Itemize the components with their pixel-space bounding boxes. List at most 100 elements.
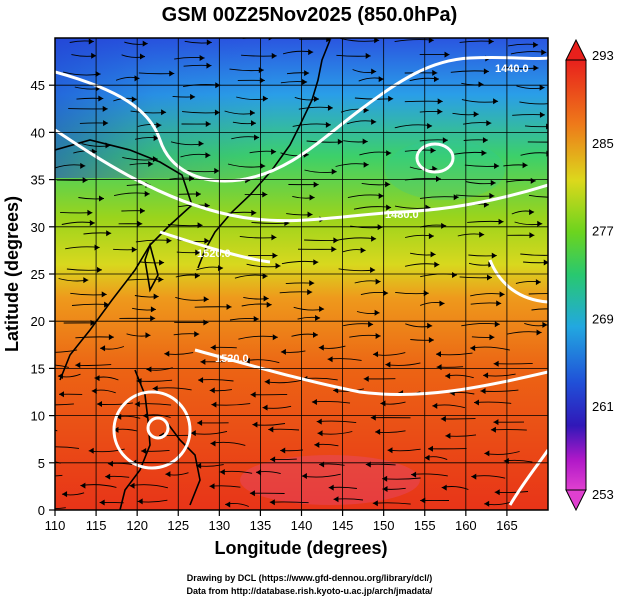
streamline-arrow: [164, 350, 170, 357]
streamline-arrow: [331, 246, 337, 253]
streamline: [528, 194, 548, 198]
streamline-arrow: [470, 345, 476, 352]
streamline-arrow: [370, 266, 376, 273]
streamline-arrow: [428, 38, 434, 44]
streamline-arrow: [473, 111, 479, 118]
streamline-arrow: [98, 95, 104, 102]
streamline-arrow: [337, 138, 343, 145]
streamline-arrow: [441, 222, 447, 229]
streamline-arrow: [445, 432, 451, 439]
streamline-arrow: [214, 109, 220, 116]
streamline-arrow: [478, 81, 484, 88]
streamline-arrow: [490, 426, 496, 433]
streamline-arrow: [375, 278, 381, 285]
streamline-arrow: [95, 71, 101, 78]
streamline-arrow: [266, 301, 272, 308]
streamline-arrow: [196, 462, 202, 469]
streamline-arrow: [205, 121, 211, 128]
streamline-arrow: [309, 280, 315, 287]
streamline-arrow: [554, 252, 559, 258]
streamline-arrow: [436, 176, 442, 183]
streamline-arrow: [137, 498, 143, 505]
streamline-arrow: [435, 351, 441, 358]
streamline-arrow: [190, 93, 196, 100]
streamline-arrow: [152, 156, 158, 163]
streamline-arrow: [211, 401, 217, 408]
streamline-arrow: [363, 161, 369, 168]
streamline-arrow: [83, 277, 89, 284]
streamline-arrow: [553, 193, 558, 199]
streamline-arrow: [197, 419, 203, 426]
streamline-arrow: [87, 209, 93, 216]
streamline-arrow: [374, 309, 380, 316]
streamline-arrow: [536, 329, 542, 336]
streamline-arrow: [225, 501, 231, 508]
streamline-arrow: [333, 387, 339, 394]
streamline-arrow: [270, 456, 276, 463]
streamline-arrow: [137, 220, 143, 227]
streamline-arrow: [308, 49, 314, 56]
streamline-arrow: [38, 348, 43, 354]
streamline-arrow: [158, 276, 164, 283]
streamline-arrow: [304, 70, 310, 77]
streamline-arrow: [362, 138, 368, 145]
streamline: [520, 152, 548, 156]
streamline-arrow: [550, 306, 555, 312]
streamline-arrow: [262, 95, 268, 102]
streamline-arrow: [427, 122, 433, 129]
colorbar: 293 285 277 269 261 253: [565, 38, 614, 512]
streamline-arrow: [316, 418, 322, 425]
streamline-arrow: [488, 38, 494, 45]
streamline-arrow: [371, 118, 377, 125]
y-ticks: 0 5 10 15 20 25 30 35 40 45: [31, 78, 55, 518]
streamline-arrow: [327, 104, 333, 111]
streamline-arrow: [146, 366, 152, 373]
streamline-arrow: [264, 378, 270, 385]
contour-label-1520-south: 1520.0: [215, 353, 249, 365]
streamline-arrow: [194, 331, 200, 338]
streamline-arrow: [313, 331, 319, 338]
streamline-arrow: [542, 321, 548, 328]
streamline-arrow: [139, 207, 145, 214]
credit-drawing: Drawing by DCL (https://www.gfd-dennou.o…: [186, 573, 433, 583]
contour-southeast: [508, 449, 548, 506]
coastline-philippines-east: [164, 419, 201, 506]
streamline-arrow: [161, 109, 167, 116]
streamline-arrow: [471, 473, 477, 480]
streamline-arrow: [165, 471, 171, 478]
streamline-arrow: [428, 233, 434, 240]
streamline-arrow: [319, 306, 325, 313]
streamline-arrow: [314, 95, 320, 102]
streamline-arrow: [382, 486, 388, 493]
streamline-arrow: [80, 482, 86, 489]
streamline: [55, 403, 74, 406]
streamline-arrow: [100, 345, 106, 352]
streamline-arrow: [169, 70, 175, 77]
coastline-korea-china: [55, 139, 193, 381]
streamline-arrow: [424, 454, 430, 461]
streamline-arrow: [371, 68, 377, 75]
streamline-arrow: [219, 468, 225, 475]
streamline-arrow: [251, 209, 257, 216]
y-tick-label: 45: [31, 78, 45, 93]
x-tick-label: 140: [291, 518, 313, 533]
streamline-arrow: [483, 68, 489, 75]
streamline-arrow: [380, 400, 386, 407]
streamline-arrow: [41, 444, 46, 450]
y-tick-label: 0: [38, 503, 45, 518]
y-tick-label: 35: [31, 173, 45, 188]
streamline-arrow: [489, 334, 495, 341]
streamline: [55, 429, 58, 432]
colorbar-tick-label: 253: [592, 487, 614, 502]
streamline-arrow: [251, 120, 257, 127]
streamline-arrow: [280, 348, 286, 355]
streamline-arrow: [483, 372, 489, 379]
streamline-arrow: [131, 246, 137, 253]
contour-high: [415, 142, 455, 174]
streamline-arrow: [441, 484, 447, 491]
streamline-arrow: [269, 499, 275, 506]
streamline-arrow: [315, 314, 321, 321]
streamline-arrow: [537, 220, 543, 227]
streamline-arrow: [432, 402, 438, 409]
